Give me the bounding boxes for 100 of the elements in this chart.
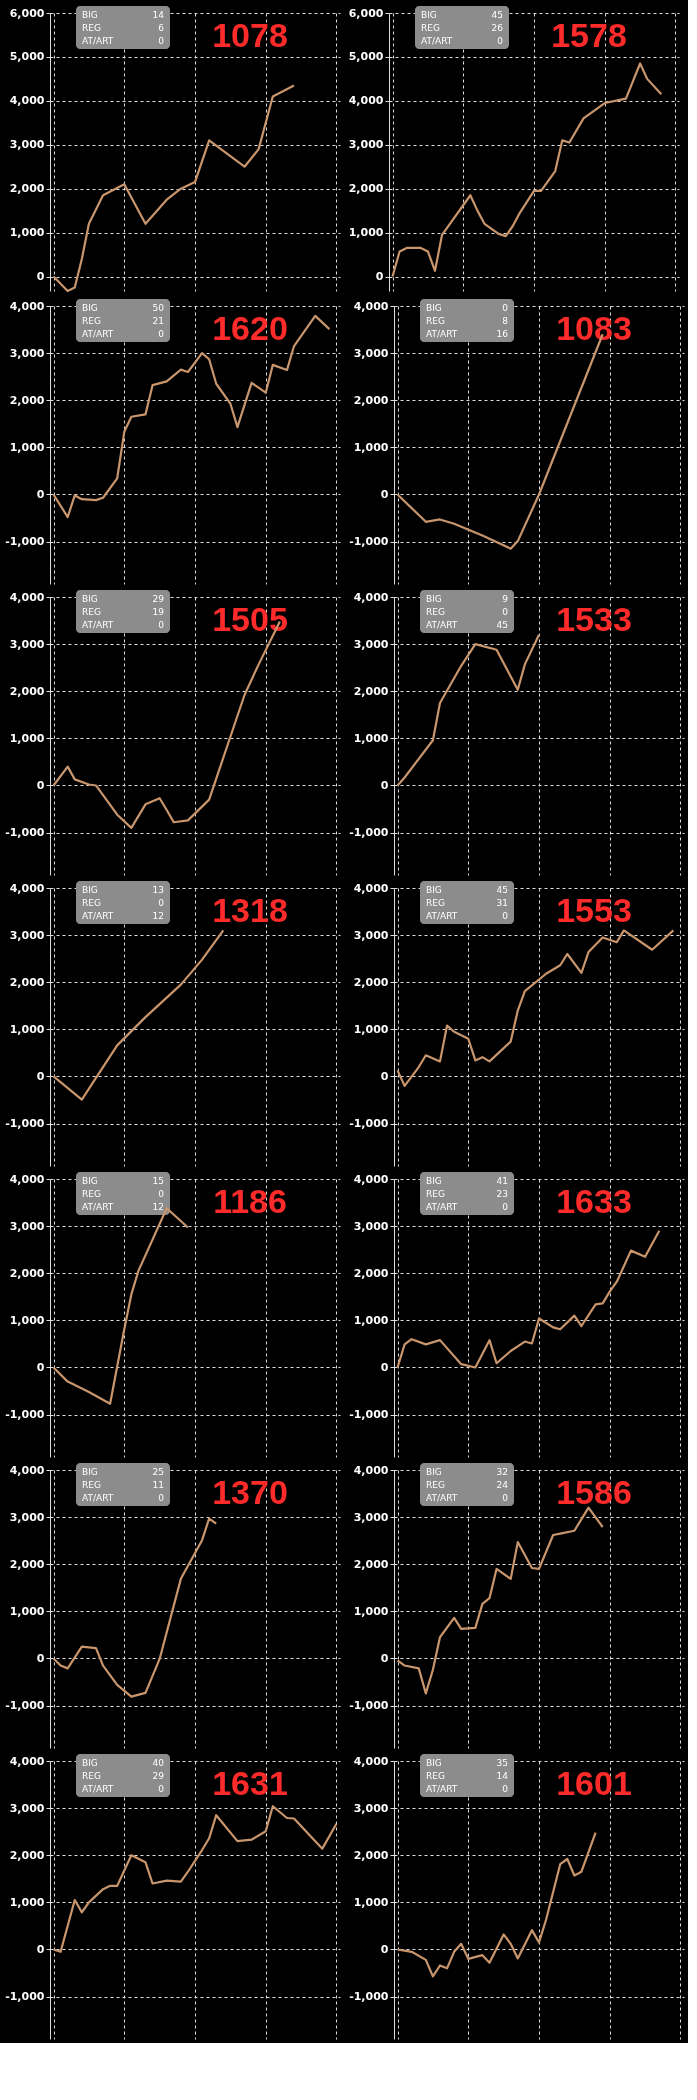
annotation: REG	[82, 898, 101, 908]
annotation: 31	[496, 898, 508, 908]
annotation: BIG	[82, 1758, 98, 1768]
y-tick-label: -1,000	[5, 826, 45, 840]
annotation: 0	[158, 620, 165, 630]
annotation: 0	[502, 303, 509, 313]
annotation: 16	[496, 329, 509, 339]
annotation: REG	[426, 607, 445, 617]
chart-title: 1186	[213, 1182, 287, 1220]
annotation: BIG	[426, 1176, 442, 1186]
y-tick-label: 0	[380, 1360, 389, 1374]
y-tick-label: 2,000	[353, 975, 389, 989]
annotation: AT/ART	[82, 329, 114, 339]
annotation: REG	[82, 316, 101, 326]
annotation: REG	[426, 1771, 445, 1781]
annotation: REG	[426, 1189, 445, 1199]
line-series	[52, 1805, 338, 1953]
annotation: BIG	[82, 10, 98, 20]
y-tick-label: 4,000	[9, 94, 45, 108]
chart-title: 1553	[556, 891, 632, 929]
line-series	[396, 1229, 661, 1369]
annotation: 41	[496, 1176, 508, 1186]
annotation: BIG	[82, 1467, 98, 1477]
y-tick-label: 5,000	[9, 50, 45, 64]
y-tick-label: 3,000	[9, 346, 45, 360]
annotation: 45	[496, 885, 508, 895]
annotation: 45	[491, 10, 503, 20]
y-tick-label: 1,000	[353, 1022, 389, 1036]
annotation: 32	[496, 1467, 508, 1477]
y-tick-label: 1,000	[9, 731, 45, 745]
y-tick-label: 3,000	[9, 928, 45, 942]
annotation: REG	[426, 1480, 445, 1490]
y-tick-label: 0	[36, 1942, 45, 1956]
annotation: BIG	[426, 594, 442, 604]
chart-title: 1586	[556, 1473, 632, 1511]
y-tick-label: 4,000	[353, 299, 389, 313]
annotation: 13	[152, 885, 164, 895]
y-tick-label: 0	[36, 778, 45, 792]
annotation: REG	[426, 316, 445, 326]
y-tick-label: 4,000	[9, 881, 45, 895]
y-tick-label: 2,000	[9, 975, 45, 989]
annotation: AT/ART	[421, 36, 453, 46]
y-tick-label: 2,000	[353, 1557, 389, 1571]
y-tick-label: 3,000	[353, 637, 389, 651]
y-tick-label: 3,000	[353, 1510, 389, 1524]
line-series	[396, 1831, 597, 1978]
y-tick-label: 4,000	[9, 590, 45, 604]
annotation: AT/ART	[426, 911, 458, 921]
line-series	[396, 1506, 604, 1695]
y-tick-label: 0	[36, 1651, 45, 1665]
line-series	[52, 929, 225, 1101]
y-tick-label: 1,000	[9, 1604, 45, 1618]
annotation: BIG	[82, 885, 98, 895]
annotation: 21	[152, 316, 164, 326]
annotation: 19	[152, 607, 165, 617]
y-tick-label: 4,000	[9, 1754, 45, 1768]
y-tick-label: 0	[36, 270, 45, 284]
chart-title: 1505	[212, 600, 288, 638]
y-tick-label: 4,000	[9, 1463, 45, 1477]
annotation: 12	[152, 911, 164, 921]
annotation: 0	[158, 1493, 165, 1503]
y-tick-label: 2,000	[353, 684, 389, 698]
y-tick-label: 1,000	[9, 1895, 45, 1909]
y-tick-label: 2,000	[9, 684, 45, 698]
y-tick-label: 4,000	[353, 1172, 389, 1186]
chart-title: 1633	[556, 1182, 632, 1220]
chart-title: 1078	[212, 16, 288, 54]
annotation: 29	[152, 594, 165, 604]
annotation: REG	[82, 23, 101, 33]
annotation: BIG	[426, 1467, 442, 1477]
annotation: 29	[152, 1771, 165, 1781]
chart-title: 1601	[556, 1764, 632, 1802]
y-tick-label: 6,000	[9, 6, 45, 20]
chart-title: 1533	[556, 600, 632, 638]
y-tick-label: 6,000	[348, 6, 384, 20]
y-tick-label: 1,000	[353, 1895, 389, 1909]
y-tick-label: 3,000	[9, 637, 45, 651]
y-tick-label: 0	[380, 1942, 389, 1956]
line-series	[52, 84, 296, 293]
y-tick-label: -1,000	[5, 535, 45, 549]
annotation: 0	[502, 1784, 509, 1794]
annotation: 23	[496, 1189, 508, 1199]
y-tick-label: 0	[36, 1069, 45, 1083]
y-tick-label: -1,000	[349, 826, 389, 840]
annotation: AT/ART	[82, 620, 114, 630]
annotation: 9	[502, 594, 509, 604]
chart-title: 1370	[212, 1473, 288, 1511]
y-tick-label: 1,000	[353, 731, 389, 745]
y-tick-label: 0	[380, 1069, 389, 1083]
y-tick-label: 0	[375, 270, 384, 284]
annotation: AT/ART	[82, 1493, 114, 1503]
annotation: AT/ART	[426, 620, 458, 630]
y-tick-label: -1,000	[349, 1990, 389, 2004]
annotation: 45	[496, 620, 508, 630]
y-tick-label: 4,000	[348, 94, 384, 108]
annotation: AT/ART	[426, 329, 458, 339]
y-tick-label: 4,000	[353, 1754, 389, 1768]
annotation: AT/ART	[82, 36, 114, 46]
annotation: AT/ART	[82, 1784, 114, 1794]
annotation: 0	[502, 1202, 509, 1212]
